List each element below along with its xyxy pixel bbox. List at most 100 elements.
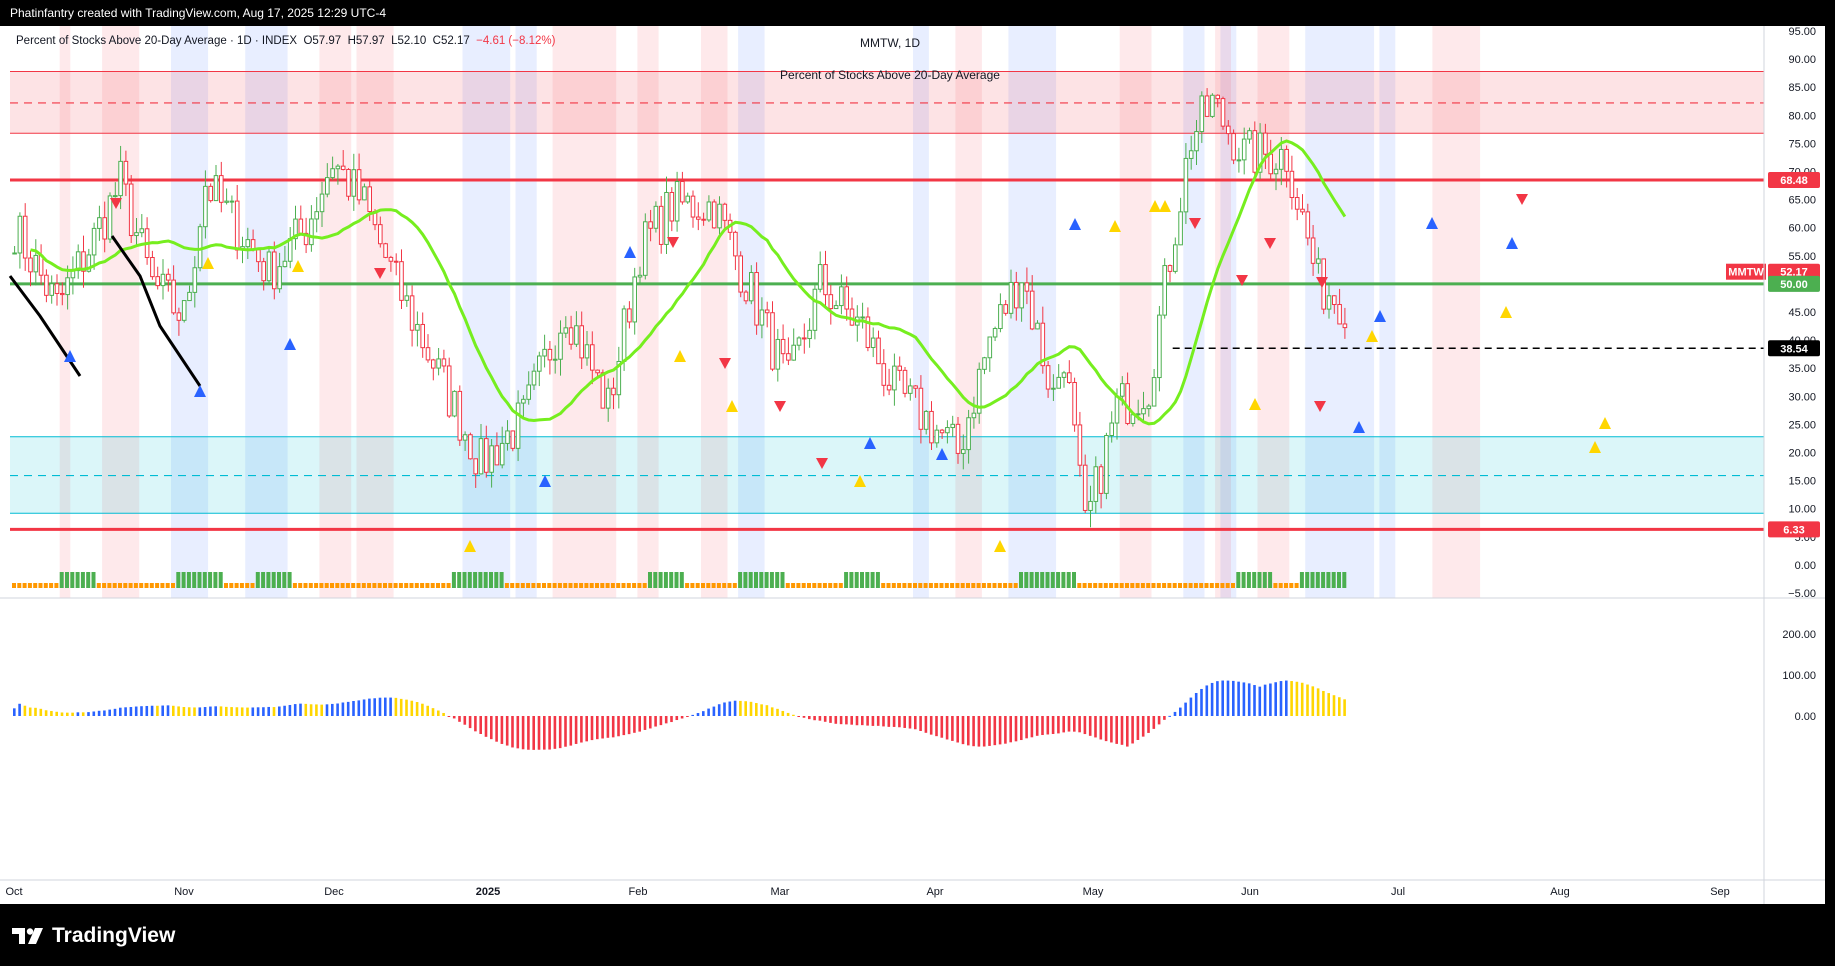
breadth-bar: [1289, 583, 1294, 588]
breadth-bar: [923, 583, 928, 588]
candle-body: [929, 410, 934, 444]
oscillator-bar: [924, 716, 928, 733]
breadth-bar: [860, 572, 864, 588]
oscillator-bar: [898, 716, 901, 728]
candle-body: [1008, 281, 1014, 314]
breadth-bar: [112, 583, 117, 588]
breadth-bar: [1178, 583, 1182, 588]
candle-body: [325, 177, 330, 195]
breadth-bar: [446, 583, 451, 588]
oscillator-bar: [1216, 681, 1219, 716]
oscillator-bar: [1290, 681, 1293, 716]
signal-triangle: [539, 475, 551, 487]
oscillator-bar: [580, 716, 583, 743]
candle-body: [1146, 405, 1152, 410]
candle-body: [987, 336, 993, 359]
candle-body: [388, 256, 394, 262]
highlight-band: [1432, 26, 1481, 598]
oscillator-bar: [744, 701, 747, 716]
oscillator-bar: [214, 706, 217, 716]
candle-body: [224, 200, 229, 203]
candle-body: [982, 357, 987, 370]
oscillator-bar: [1300, 682, 1304, 716]
oscillator-bar: [691, 714, 694, 716]
oscillator-bar: [256, 707, 260, 716]
breadth-bar: [330, 583, 334, 588]
chart-canvas[interactable]: 95.0090.0085.0080.0075.0070.0065.0060.00…: [0, 26, 1825, 904]
oscillator-bar: [1083, 716, 1087, 735]
highlight-band: [319, 26, 352, 598]
breadth-bar: [1310, 572, 1315, 588]
candle-body: [674, 181, 680, 222]
signal-triangle: [624, 246, 636, 258]
breadth-bar: [621, 583, 626, 588]
oscillator-bar: [527, 716, 530, 750]
breadth-bar: [960, 583, 965, 588]
candle-body: [515, 402, 521, 449]
oscillator-bar: [903, 716, 906, 728]
candle-body: [192, 267, 198, 293]
breadth-bar: [149, 583, 154, 588]
oscillator-bar: [861, 716, 864, 726]
breadth-bar: [950, 583, 955, 588]
breadth-bar: [531, 583, 536, 588]
candle-body: [945, 427, 950, 434]
oscillator-bar: [1009, 716, 1012, 743]
breadth-bar: [1135, 583, 1140, 588]
oscillator-bar: [198, 707, 202, 716]
oscillator-bar: [617, 716, 620, 737]
breadth-bar: [1241, 572, 1246, 588]
osc-tick-label: 100.00: [1782, 670, 1816, 682]
oscillator-bar: [1343, 699, 1346, 716]
breadth-bar: [1273, 583, 1278, 588]
oscillator-bar: [521, 716, 525, 750]
candle-body: [802, 337, 807, 340]
oscillator-bar: [643, 716, 647, 730]
breadth-bar: [928, 583, 933, 588]
breadth-bar: [324, 583, 329, 588]
breadth-bar: [669, 572, 674, 588]
candle-body: [81, 251, 86, 272]
oscillator-bar: [808, 716, 811, 720]
price-tag-text: 68.48: [1780, 175, 1808, 187]
candle-body: [1167, 265, 1173, 272]
oscillator-bar: [1147, 716, 1150, 733]
candle-body: [764, 309, 770, 314]
oscillator-bar: [129, 707, 133, 716]
breadth-bar: [298, 583, 303, 588]
candle-body: [558, 332, 563, 360]
candle-body: [197, 226, 203, 269]
candle-body: [1204, 95, 1210, 117]
breadth-bar: [1056, 572, 1061, 588]
signal-triangle: [674, 350, 686, 362]
oscillator-bar: [1126, 716, 1129, 747]
candle-body: [139, 228, 145, 234]
candle-body: [780, 338, 786, 355]
highlight-band: [462, 26, 511, 598]
breadth-bar: [1019, 572, 1023, 588]
breadth-bar: [1098, 583, 1103, 588]
breadth-bar: [1140, 583, 1145, 588]
candle-body: [531, 370, 537, 386]
brand-logo[interactable]: TradingView: [12, 924, 175, 948]
candle-body: [950, 423, 956, 429]
x-tick-label: Apr: [926, 886, 943, 898]
oscillator-bar: [394, 697, 398, 716]
oscillator-bar: [362, 699, 366, 716]
breadth-bar: [186, 572, 191, 588]
oscillator-bar: [166, 705, 170, 716]
breadth-bar: [128, 583, 133, 588]
price-tag-text: 52.17: [1780, 267, 1808, 279]
signal-triangle: [1506, 237, 1518, 249]
oscillator-bar: [309, 704, 313, 716]
chart-frame[interactable]: 95.0090.0085.0080.0075.0070.0065.0060.00…: [0, 26, 1825, 904]
signal-triangle: [936, 448, 948, 460]
candle-body: [1300, 208, 1305, 213]
tradingview-logo-icon: [12, 928, 43, 944]
candle-body: [669, 191, 675, 222]
candle-body: [1072, 381, 1077, 426]
candle-body: [1141, 408, 1146, 415]
candle-body: [722, 203, 728, 221]
breadth-bar: [626, 583, 631, 588]
oscillator-bar: [1152, 716, 1156, 729]
